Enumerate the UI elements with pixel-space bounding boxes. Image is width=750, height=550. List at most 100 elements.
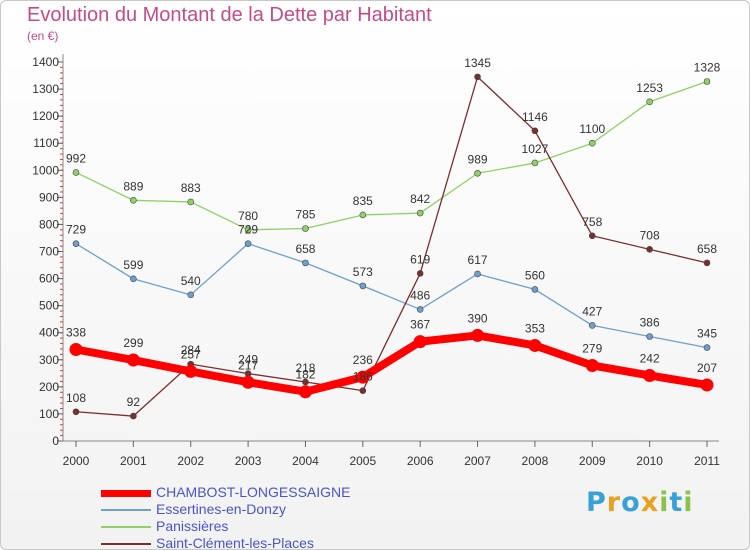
data-point: [359, 211, 367, 219]
data-label: 242: [640, 351, 660, 365]
chart-title: Evolution du Montant de la Dette par Hab…: [27, 4, 432, 26]
data-label: 1100: [579, 122, 605, 136]
legend-label: Saint-Clément-les-Places: [156, 535, 314, 550]
data-label: 386: [640, 316, 660, 330]
legend-label: Panissières: [156, 518, 229, 534]
data-label: 249: [238, 353, 258, 367]
y-tick-label: 600: [39, 272, 59, 286]
data-label: 617: [468, 253, 488, 267]
data-point: [298, 385, 312, 399]
data-label: 279: [582, 341, 602, 355]
y-tick-label: 1400: [32, 55, 59, 69]
data-label: 218: [295, 361, 315, 375]
axes: 0 100 200 300 400 500 600 700 800 900 1000 1100 1200…: [32, 54, 720, 468]
data-point: [302, 378, 309, 386]
data-label: 353: [525, 321, 545, 335]
x-tick-label: 2000: [63, 454, 90, 468]
y-tick-label: 0: [52, 434, 59, 448]
data-label: 619: [410, 252, 430, 266]
data-point: [471, 328, 485, 342]
x-tick-label: 2010: [636, 454, 663, 468]
proxiti-logo: Proxiti: [586, 487, 694, 518]
data-point: [703, 78, 711, 85]
series-line: [72, 331, 711, 396]
data-label: 186: [353, 370, 373, 384]
logo-letter: P: [586, 487, 607, 518]
y-tick-label: 700: [39, 245, 59, 259]
data-label: 1027: [522, 142, 549, 156]
data-label: 427: [582, 304, 602, 318]
data-label: 182: [295, 368, 315, 382]
data-label: 92: [127, 395, 141, 409]
data-label: 780: [238, 209, 258, 223]
data-label: 729: [66, 223, 86, 237]
data-point: [531, 286, 539, 293]
data-point: [531, 127, 539, 135]
data-label: 992: [66, 151, 86, 165]
data-label: 883: [181, 181, 201, 195]
data-label: 207: [697, 361, 717, 375]
data-point: [588, 322, 596, 329]
y-tick-label: 1100: [33, 136, 59, 150]
data-label: 367: [410, 318, 430, 332]
series-line: [75, 80, 708, 231]
x-tick-label: 2008: [522, 454, 549, 468]
data-label: 842: [410, 192, 430, 206]
logo-letter: x: [640, 487, 660, 518]
y-tick-label: 200: [39, 380, 59, 394]
x-tick-label: 2006: [407, 454, 434, 468]
data-label: 599: [123, 258, 143, 272]
data-point: [703, 259, 711, 267]
x-tick-label: 2009: [579, 454, 606, 468]
logo-letter: i: [683, 487, 694, 518]
y-tick-label: 900: [39, 190, 59, 204]
data-point: [531, 159, 539, 167]
data-label: 390: [468, 311, 488, 325]
data-point: [302, 259, 309, 267]
data-labels: 729 599 540 729 658 573 486 617 560 427 386 345 992 8…: [66, 56, 721, 409]
y-tick-label: 100: [39, 407, 59, 421]
data-point: [413, 335, 427, 349]
y-tick-label: 1300: [32, 82, 59, 96]
data-point: [130, 412, 137, 420]
data-point: [474, 73, 481, 81]
data-label: 1328: [694, 60, 721, 74]
series-lines: [69, 73, 714, 420]
data-point: [126, 353, 140, 367]
x-tick-label: 2005: [349, 454, 376, 468]
legend-swatch: [101, 509, 151, 511]
y-tick-label: 300: [39, 353, 59, 367]
data-label: 486: [410, 288, 430, 302]
data-label: 758: [582, 215, 602, 229]
legend-label: Essertines-en-Donzy: [156, 501, 286, 517]
data-label: 708: [640, 228, 660, 242]
data-point: [474, 270, 481, 278]
data-point: [244, 240, 252, 247]
data-point: [302, 225, 309, 232]
data-label: 1345: [464, 56, 491, 70]
data-label: 108: [66, 391, 86, 405]
data-label: 729: [238, 223, 258, 237]
data-point: [646, 333, 653, 340]
data-label: 989: [468, 152, 488, 166]
data-label: 658: [295, 242, 315, 256]
y-tick-label: 1000: [32, 163, 59, 177]
data-point: [585, 358, 599, 372]
data-point: [416, 270, 424, 277]
legend-swatch: [101, 526, 151, 528]
logo-letter: o: [621, 487, 641, 518]
data-point: [130, 275, 137, 283]
data-label: 236: [353, 353, 373, 367]
data-label: 338: [66, 325, 86, 339]
y-tick-label: 500: [39, 299, 59, 313]
legend-swatch: [101, 490, 151, 497]
data-label: 1146: [522, 110, 548, 124]
y-tick-label: 1200: [32, 109, 59, 123]
data-point: [184, 364, 198, 378]
data-point: [646, 98, 653, 106]
data-point: [69, 342, 83, 356]
logo-letter: i: [659, 487, 670, 518]
data-label: 573: [353, 265, 373, 279]
data-point: [241, 375, 255, 389]
